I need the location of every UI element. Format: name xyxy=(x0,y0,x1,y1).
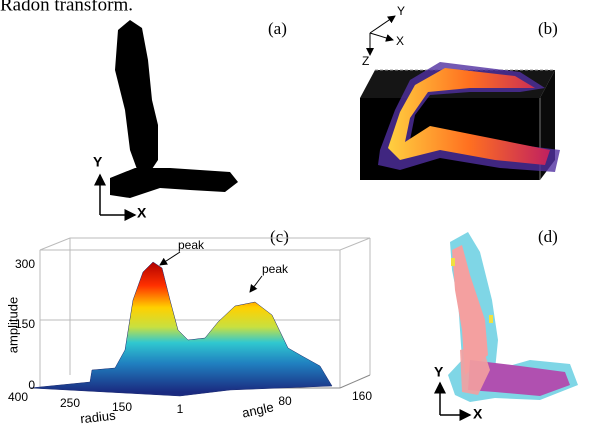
overlay-shapes xyxy=(448,232,578,402)
axis-label: amplitude xyxy=(5,297,20,353)
axis-label: X xyxy=(473,406,483,422)
axis-label: Y xyxy=(93,154,103,170)
panel-label: (c) xyxy=(270,227,289,246)
tick-label: 160 xyxy=(352,389,372,403)
tick-label: 400 xyxy=(8,390,28,404)
axis-label: Y xyxy=(397,4,405,18)
axis-label: Z xyxy=(362,54,369,68)
annotation: peak xyxy=(262,262,289,276)
figure: Radon transform. (a) Y X (b) Y X Z (c) xyxy=(0,0,606,425)
panel-label: (b) xyxy=(538,19,558,38)
axis-label: angle xyxy=(241,399,275,420)
header-text: Radon transform. xyxy=(0,0,133,15)
shape-a xyxy=(110,20,238,198)
annotation-arrow xyxy=(160,252,262,292)
tick-label: 300 xyxy=(15,257,35,271)
panel-label: (d) xyxy=(538,227,558,246)
surface xyxy=(30,262,332,396)
axis-label: X xyxy=(396,34,404,48)
axis-label: X xyxy=(137,205,147,221)
axis-label: Y xyxy=(434,364,444,380)
tick-label: 250 xyxy=(60,396,80,410)
annotation: peak xyxy=(178,238,205,252)
panel-label: (a) xyxy=(268,19,287,38)
tick-label: 80 xyxy=(278,394,292,408)
tick-label: 0 xyxy=(28,378,35,392)
tick-label: 1 xyxy=(177,402,184,416)
axes-icon xyxy=(370,16,395,55)
axis-label: radius xyxy=(79,408,116,425)
